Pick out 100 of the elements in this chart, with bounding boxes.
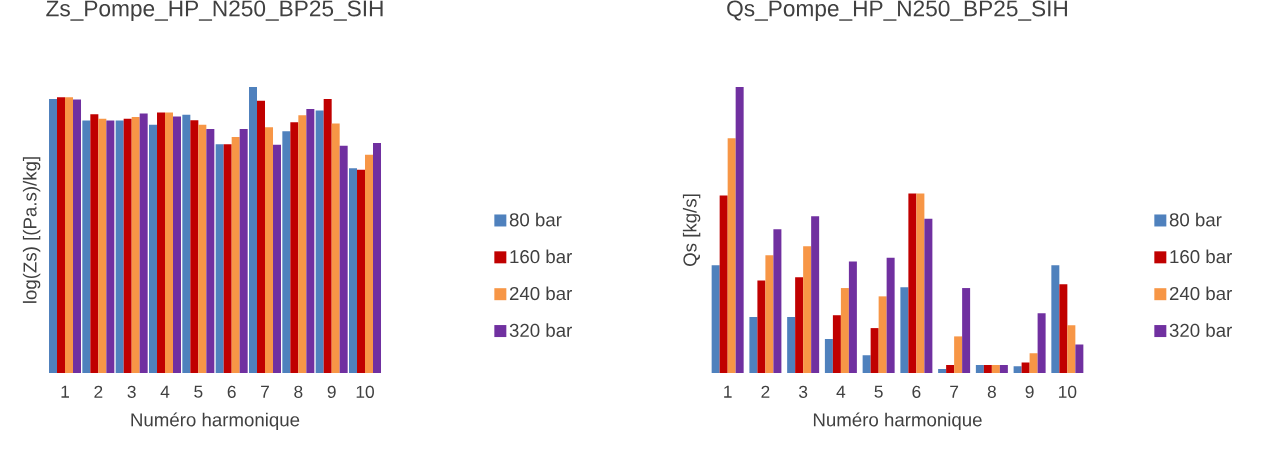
x-tick-label: 5 — [874, 385, 883, 398]
bar — [157, 112, 166, 373]
bar — [735, 87, 744, 373]
bar — [298, 115, 307, 373]
x-tick-label: 2 — [94, 385, 103, 398]
x-tick-label: 10 — [356, 385, 374, 398]
bar — [727, 138, 736, 373]
bar — [315, 110, 324, 373]
bar — [848, 261, 857, 373]
bar — [165, 112, 174, 373]
bar — [49, 99, 58, 373]
bar — [983, 364, 992, 373]
bar — [1051, 265, 1060, 373]
y-axis-title: Qs [kg/s] — [682, 194, 701, 266]
x-tick-label: 10 — [1059, 385, 1077, 398]
bar — [954, 336, 963, 373]
chart-title: Zs_Pompe_HP_N250_BP25_SIH — [46, 0, 383, 21]
bar — [215, 144, 224, 373]
bar — [975, 364, 984, 373]
bar — [878, 296, 887, 373]
bar — [90, 114, 99, 373]
bar — [131, 117, 140, 373]
bar — [282, 131, 291, 373]
x-tick-label: 6 — [227, 385, 236, 398]
bar — [773, 229, 782, 373]
bar — [999, 364, 1008, 373]
bar — [82, 120, 91, 373]
bar — [257, 100, 266, 373]
bar — [1021, 362, 1030, 373]
bar — [862, 355, 871, 373]
legend-label: 240 bar — [1169, 286, 1232, 301]
bar — [331, 123, 340, 373]
bar — [249, 87, 258, 373]
bar — [711, 265, 720, 373]
legend-label: 320 bar — [509, 323, 572, 337]
bar — [916, 193, 925, 373]
x-tick-label: 1 — [724, 385, 732, 398]
bar — [1013, 366, 1022, 373]
bar — [811, 216, 820, 373]
x-tick-label: 6 — [912, 385, 921, 398]
x-tick-label: 8 — [294, 385, 303, 398]
bar — [870, 328, 879, 373]
bar — [106, 120, 115, 373]
x-tick-label: 3 — [799, 385, 808, 398]
bar — [900, 287, 909, 373]
bar — [115, 120, 124, 373]
bar — [231, 137, 240, 373]
bar — [190, 120, 199, 373]
bar — [719, 195, 728, 373]
bar — [962, 288, 971, 373]
x-tick-label: 9 — [1025, 385, 1034, 398]
bar — [803, 246, 812, 373]
bar — [349, 168, 358, 373]
bar — [339, 145, 348, 373]
x-tick-label: 9 — [327, 385, 336, 398]
bar — [139, 113, 148, 373]
x-axis-title: Numéro harmonique — [131, 412, 300, 431]
bar — [824, 338, 833, 373]
bar — [886, 257, 895, 373]
legend-label: 160 bar — [510, 249, 572, 264]
bar — [832, 315, 841, 373]
bar — [1037, 313, 1046, 373]
bar — [65, 97, 74, 373]
bar — [57, 97, 66, 373]
bar — [795, 277, 804, 373]
x-tick-label: 2 — [761, 385, 770, 398]
x-tick-label: 8 — [987, 385, 996, 398]
x-tick-label: 7 — [950, 385, 959, 398]
bar — [206, 129, 215, 373]
bar — [239, 129, 248, 373]
bar — [1075, 344, 1084, 373]
x-tick-label: 1 — [61, 385, 69, 398]
bar — [787, 316, 796, 373]
bar — [98, 118, 107, 373]
bar — [946, 364, 955, 373]
bar — [765, 255, 774, 373]
x-tick-label: 5 — [194, 385, 203, 398]
x-tick-label: 7 — [261, 385, 269, 398]
bar — [306, 109, 315, 373]
legend-label: 240 bar — [509, 286, 572, 301]
bar — [173, 116, 182, 373]
bar — [908, 193, 917, 373]
bar — [757, 280, 766, 373]
bar — [991, 364, 1000, 373]
bar — [265, 127, 274, 373]
bar — [1059, 284, 1068, 373]
legend-label: 80 bar — [509, 212, 562, 227]
bar — [149, 124, 158, 373]
bar — [73, 99, 82, 373]
bar — [1067, 325, 1076, 373]
bar — [198, 124, 207, 373]
x-tick-label: 3 — [127, 385, 136, 398]
bar — [365, 154, 374, 373]
bar — [840, 288, 849, 373]
bar — [357, 169, 366, 373]
bar — [323, 99, 332, 373]
x-tick-label: 4 — [160, 385, 170, 398]
bar — [1029, 353, 1038, 373]
legend-label: 80 bar — [1169, 212, 1222, 227]
chart-title: Qs_Pompe_HP_N250_BP25_SIH — [727, 0, 1067, 21]
